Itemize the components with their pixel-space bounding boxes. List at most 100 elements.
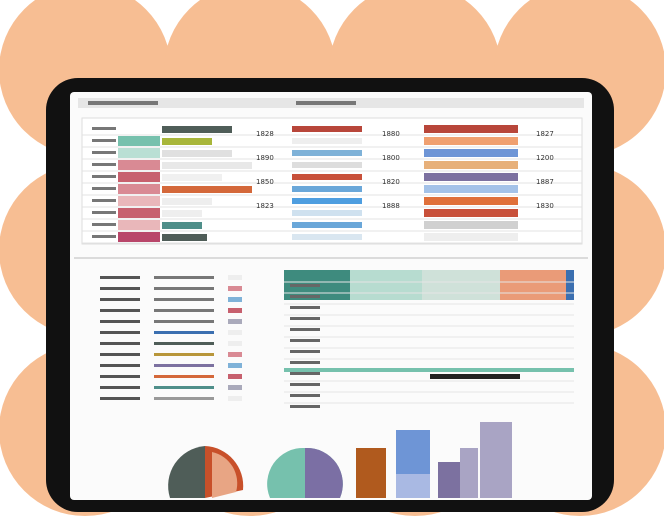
row-label (290, 284, 320, 287)
row-label (92, 175, 116, 178)
cell-number: 1200 (536, 154, 554, 162)
cell-number: 1850 (256, 178, 274, 186)
cell (292, 138, 362, 144)
badge (228, 330, 242, 335)
cell (424, 197, 518, 205)
bar (162, 174, 222, 181)
cell-number: 1890 (256, 154, 274, 162)
row-label (154, 331, 214, 334)
bar (162, 150, 232, 157)
row-label (100, 276, 140, 279)
progress (430, 374, 520, 379)
bar (356, 448, 386, 498)
cell (118, 232, 160, 242)
badge (228, 396, 242, 401)
cell-number: 1888 (382, 202, 400, 210)
title-text (296, 101, 356, 105)
panel-header (350, 270, 422, 300)
badge (228, 319, 242, 324)
row-label (290, 306, 320, 309)
bar (162, 186, 252, 193)
row-label (290, 394, 320, 397)
cell (292, 234, 362, 240)
row-label (290, 328, 320, 331)
cell (424, 221, 518, 229)
badge (228, 286, 242, 291)
row-label (100, 386, 140, 389)
cell (118, 196, 160, 206)
badge (228, 385, 242, 390)
cell (118, 220, 160, 230)
cell (424, 233, 518, 241)
cell (118, 160, 160, 170)
bar (162, 210, 202, 217)
row-label (92, 163, 116, 166)
bar (162, 234, 207, 241)
row-label (100, 364, 140, 367)
cell (118, 136, 160, 146)
cell (424, 125, 518, 133)
row-label (100, 309, 140, 312)
row-label (154, 276, 214, 279)
badge (228, 341, 242, 346)
middle-panels (100, 270, 574, 408)
cell (424, 161, 518, 169)
row-label (100, 375, 140, 378)
row-label (100, 342, 140, 345)
badge (228, 308, 242, 313)
bar (162, 162, 252, 169)
row-label (154, 397, 214, 400)
row-label (290, 317, 320, 320)
cell-number: 1830 (536, 202, 554, 210)
badge (228, 363, 242, 368)
bar (480, 422, 512, 498)
cell-number: 1820 (382, 178, 400, 186)
badge (228, 352, 242, 357)
cell (118, 184, 160, 194)
row-label (92, 151, 116, 154)
row-label (100, 397, 140, 400)
cell-number: 1887 (536, 178, 554, 186)
cell (292, 186, 362, 192)
cell (424, 185, 518, 193)
row-label (92, 223, 116, 226)
row-label (154, 353, 214, 356)
bar (162, 126, 232, 133)
row-label (290, 361, 320, 364)
cell (292, 126, 362, 132)
cell-number: 1823 (256, 202, 274, 210)
cell (118, 208, 160, 218)
row-label (290, 383, 320, 386)
row-label (154, 375, 214, 378)
row-label (100, 298, 140, 301)
row-label (290, 295, 320, 298)
cell-number: 1828 (256, 130, 274, 138)
row-label (290, 339, 320, 342)
cell-number: 1827 (536, 130, 554, 138)
cell (292, 162, 362, 168)
panel-header (566, 270, 574, 300)
row-label (290, 372, 320, 375)
bar (162, 222, 202, 229)
cell (292, 222, 362, 228)
bar (162, 138, 212, 145)
cell (424, 173, 518, 181)
badge (228, 374, 242, 379)
pie-slice (305, 447, 343, 498)
row-label (92, 139, 116, 142)
cell (118, 124, 160, 134)
top-rows: 1828 1890 1850 1823 1880 1800 1820 1888 1827 1200… (82, 124, 582, 244)
pie-slice (212, 452, 238, 498)
row-label (154, 309, 214, 312)
cell (292, 174, 362, 180)
cell (424, 209, 518, 217)
row-label (92, 127, 116, 130)
badge (228, 297, 242, 302)
row-label (290, 350, 320, 353)
row-label (100, 331, 140, 334)
cell (292, 198, 362, 204)
row-label (154, 386, 214, 389)
row-label (92, 211, 116, 214)
cell (292, 210, 362, 216)
